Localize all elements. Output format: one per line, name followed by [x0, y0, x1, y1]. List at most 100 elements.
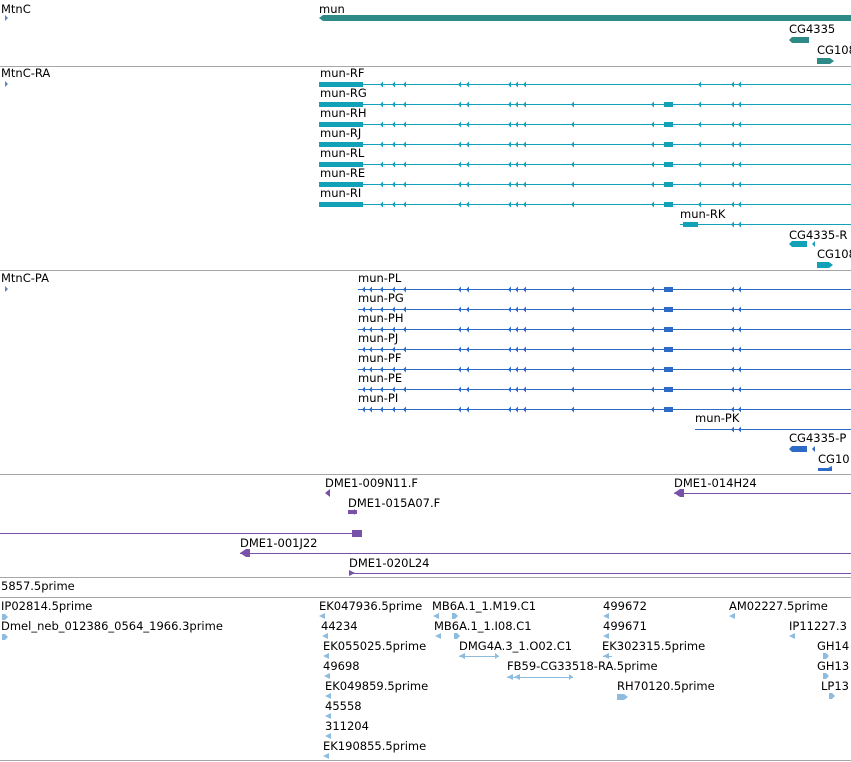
strand-arrow-icon[interactable] [738, 386, 741, 393]
strand-arrow-icon[interactable] [508, 386, 511, 393]
transcript-exon[interactable] [664, 142, 673, 147]
est-feature[interactable] [2, 634, 8, 640]
strand-arrow-icon[interactable] [523, 81, 526, 88]
strand-arrow-icon[interactable] [369, 286, 372, 293]
gene-mun[interactable] [319, 15, 851, 21]
strand-arrow-icon[interactable] [380, 366, 383, 373]
strand-arrow-icon[interactable] [380, 306, 383, 313]
transcript-exon[interactable] [319, 162, 363, 167]
strand-arrow-icon[interactable] [731, 221, 734, 228]
est-feature[interactable] [435, 633, 441, 639]
strand-arrow-icon[interactable] [738, 366, 741, 373]
strand-arrow-icon[interactable] [571, 366, 574, 373]
strand-arrow-icon[interactable] [5, 286, 8, 292]
strand-arrow-icon[interactable] [731, 346, 734, 353]
strand-arrow-icon[interactable] [508, 101, 511, 108]
strand-arrow-icon[interactable] [369, 326, 372, 333]
strand-arrow-icon[interactable] [508, 81, 511, 88]
strand-arrow-icon[interactable] [466, 406, 469, 413]
strand-arrow-icon[interactable] [458, 346, 461, 353]
strand-arrow-icon[interactable] [523, 366, 526, 373]
strand-arrow-icon[interactable] [698, 101, 701, 108]
strand-arrow-icon[interactable] [392, 286, 395, 293]
strand-arrow-icon[interactable] [571, 406, 574, 413]
est-feature[interactable] [569, 674, 573, 680]
strand-arrow-icon[interactable] [380, 141, 383, 148]
strand-arrow-icon[interactable] [731, 181, 734, 188]
strand-arrow-icon[interactable] [738, 221, 741, 228]
strand-arrow-icon[interactable] [651, 201, 654, 208]
strand-arrow-icon[interactable] [362, 346, 365, 353]
est-feature[interactable] [319, 613, 325, 619]
strand-arrow-icon[interactable] [731, 161, 734, 168]
strand-arrow-icon[interactable] [362, 306, 365, 313]
cds-exon[interactable] [789, 446, 807, 452]
strand-arrow-icon[interactable] [380, 101, 383, 108]
strand-arrow-icon[interactable] [651, 346, 654, 353]
transcript-exon[interactable] [319, 102, 363, 107]
strand-arrow-icon[interactable] [523, 201, 526, 208]
strand-arrow-icon[interactable] [380, 346, 383, 353]
strand-arrow-icon[interactable] [515, 181, 518, 188]
strand-arrow-icon[interactable] [466, 201, 469, 208]
strand-arrow-icon[interactable] [651, 121, 654, 128]
strand-arrow-icon[interactable] [458, 286, 461, 293]
est-feature[interactable] [452, 613, 458, 619]
strand-arrow-icon[interactable] [515, 406, 518, 413]
strand-arrow-icon[interactable] [392, 366, 395, 373]
gene-cg4335[interactable] [789, 37, 809, 43]
strand-arrow-icon[interactable] [571, 326, 574, 333]
strand-arrow-icon[interactable] [651, 366, 654, 373]
strand-arrow-icon[interactable] [738, 101, 741, 108]
strand-arrow-icon[interactable] [731, 326, 734, 333]
strand-arrow-icon[interactable] [571, 181, 574, 188]
strand-arrow-icon[interactable] [651, 306, 654, 313]
strand-arrow-icon[interactable] [523, 326, 526, 333]
strand-arrow-icon[interactable] [812, 241, 815, 247]
strand-arrow-icon[interactable] [458, 406, 461, 413]
strand-arrow-icon[interactable] [392, 141, 395, 148]
strand-arrow-icon[interactable] [523, 161, 526, 168]
strand-arrow-icon[interactable] [571, 386, 574, 393]
est-feature[interactable] [454, 633, 460, 639]
strand-arrow-icon[interactable] [515, 366, 518, 373]
gene-cg108[interactable] [817, 58, 834, 64]
strand-arrow-icon[interactable] [380, 326, 383, 333]
strand-arrow-icon[interactable] [392, 161, 395, 168]
strand-arrow-icon[interactable] [523, 141, 526, 148]
strand-arrow-icon[interactable] [392, 306, 395, 313]
strand-arrow-icon[interactable] [403, 121, 406, 128]
est-feature[interactable] [323, 753, 329, 759]
strand-arrow-icon[interactable] [392, 201, 395, 208]
strand-arrow-icon[interactable] [508, 121, 511, 128]
strand-arrow-icon[interactable] [738, 426, 741, 433]
strand-arrow-icon[interactable] [515, 306, 518, 313]
strand-arrow-icon[interactable] [738, 121, 741, 128]
est-feature[interactable] [322, 633, 328, 639]
strand-arrow-icon[interactable] [508, 406, 511, 413]
strand-arrow-icon[interactable] [523, 181, 526, 188]
strand-arrow-icon[interactable] [369, 406, 372, 413]
strand-arrow-icon[interactable] [812, 446, 815, 452]
strand-arrow-icon[interactable] [369, 386, 372, 393]
strand-arrow-icon[interactable] [466, 366, 469, 373]
strand-arrow-icon[interactable] [571, 346, 574, 353]
strand-arrow-icon[interactable] [362, 366, 365, 373]
cds-exon[interactable] [664, 387, 673, 392]
strand-arrow-icon[interactable] [466, 181, 469, 188]
strand-arrow-icon[interactable] [731, 406, 734, 413]
strand-arrow-icon[interactable] [466, 141, 469, 148]
strand-arrow-icon[interactable] [403, 141, 406, 148]
strand-arrow-icon[interactable] [369, 366, 372, 373]
est-feature[interactable] [603, 613, 609, 619]
strand-arrow-icon[interactable] [651, 101, 654, 108]
cds-exon[interactable] [664, 347, 673, 352]
est-feature[interactable] [324, 673, 330, 679]
strand-arrow-icon[interactable] [698, 181, 701, 188]
transcript-exon[interactable] [664, 162, 673, 167]
strand-arrow-icon[interactable] [508, 286, 511, 293]
strand-arrow-icon[interactable] [466, 81, 469, 88]
strand-arrow-icon[interactable] [458, 81, 461, 88]
strand-arrow-icon[interactable] [369, 346, 372, 353]
strand-arrow-icon[interactable] [403, 346, 406, 353]
